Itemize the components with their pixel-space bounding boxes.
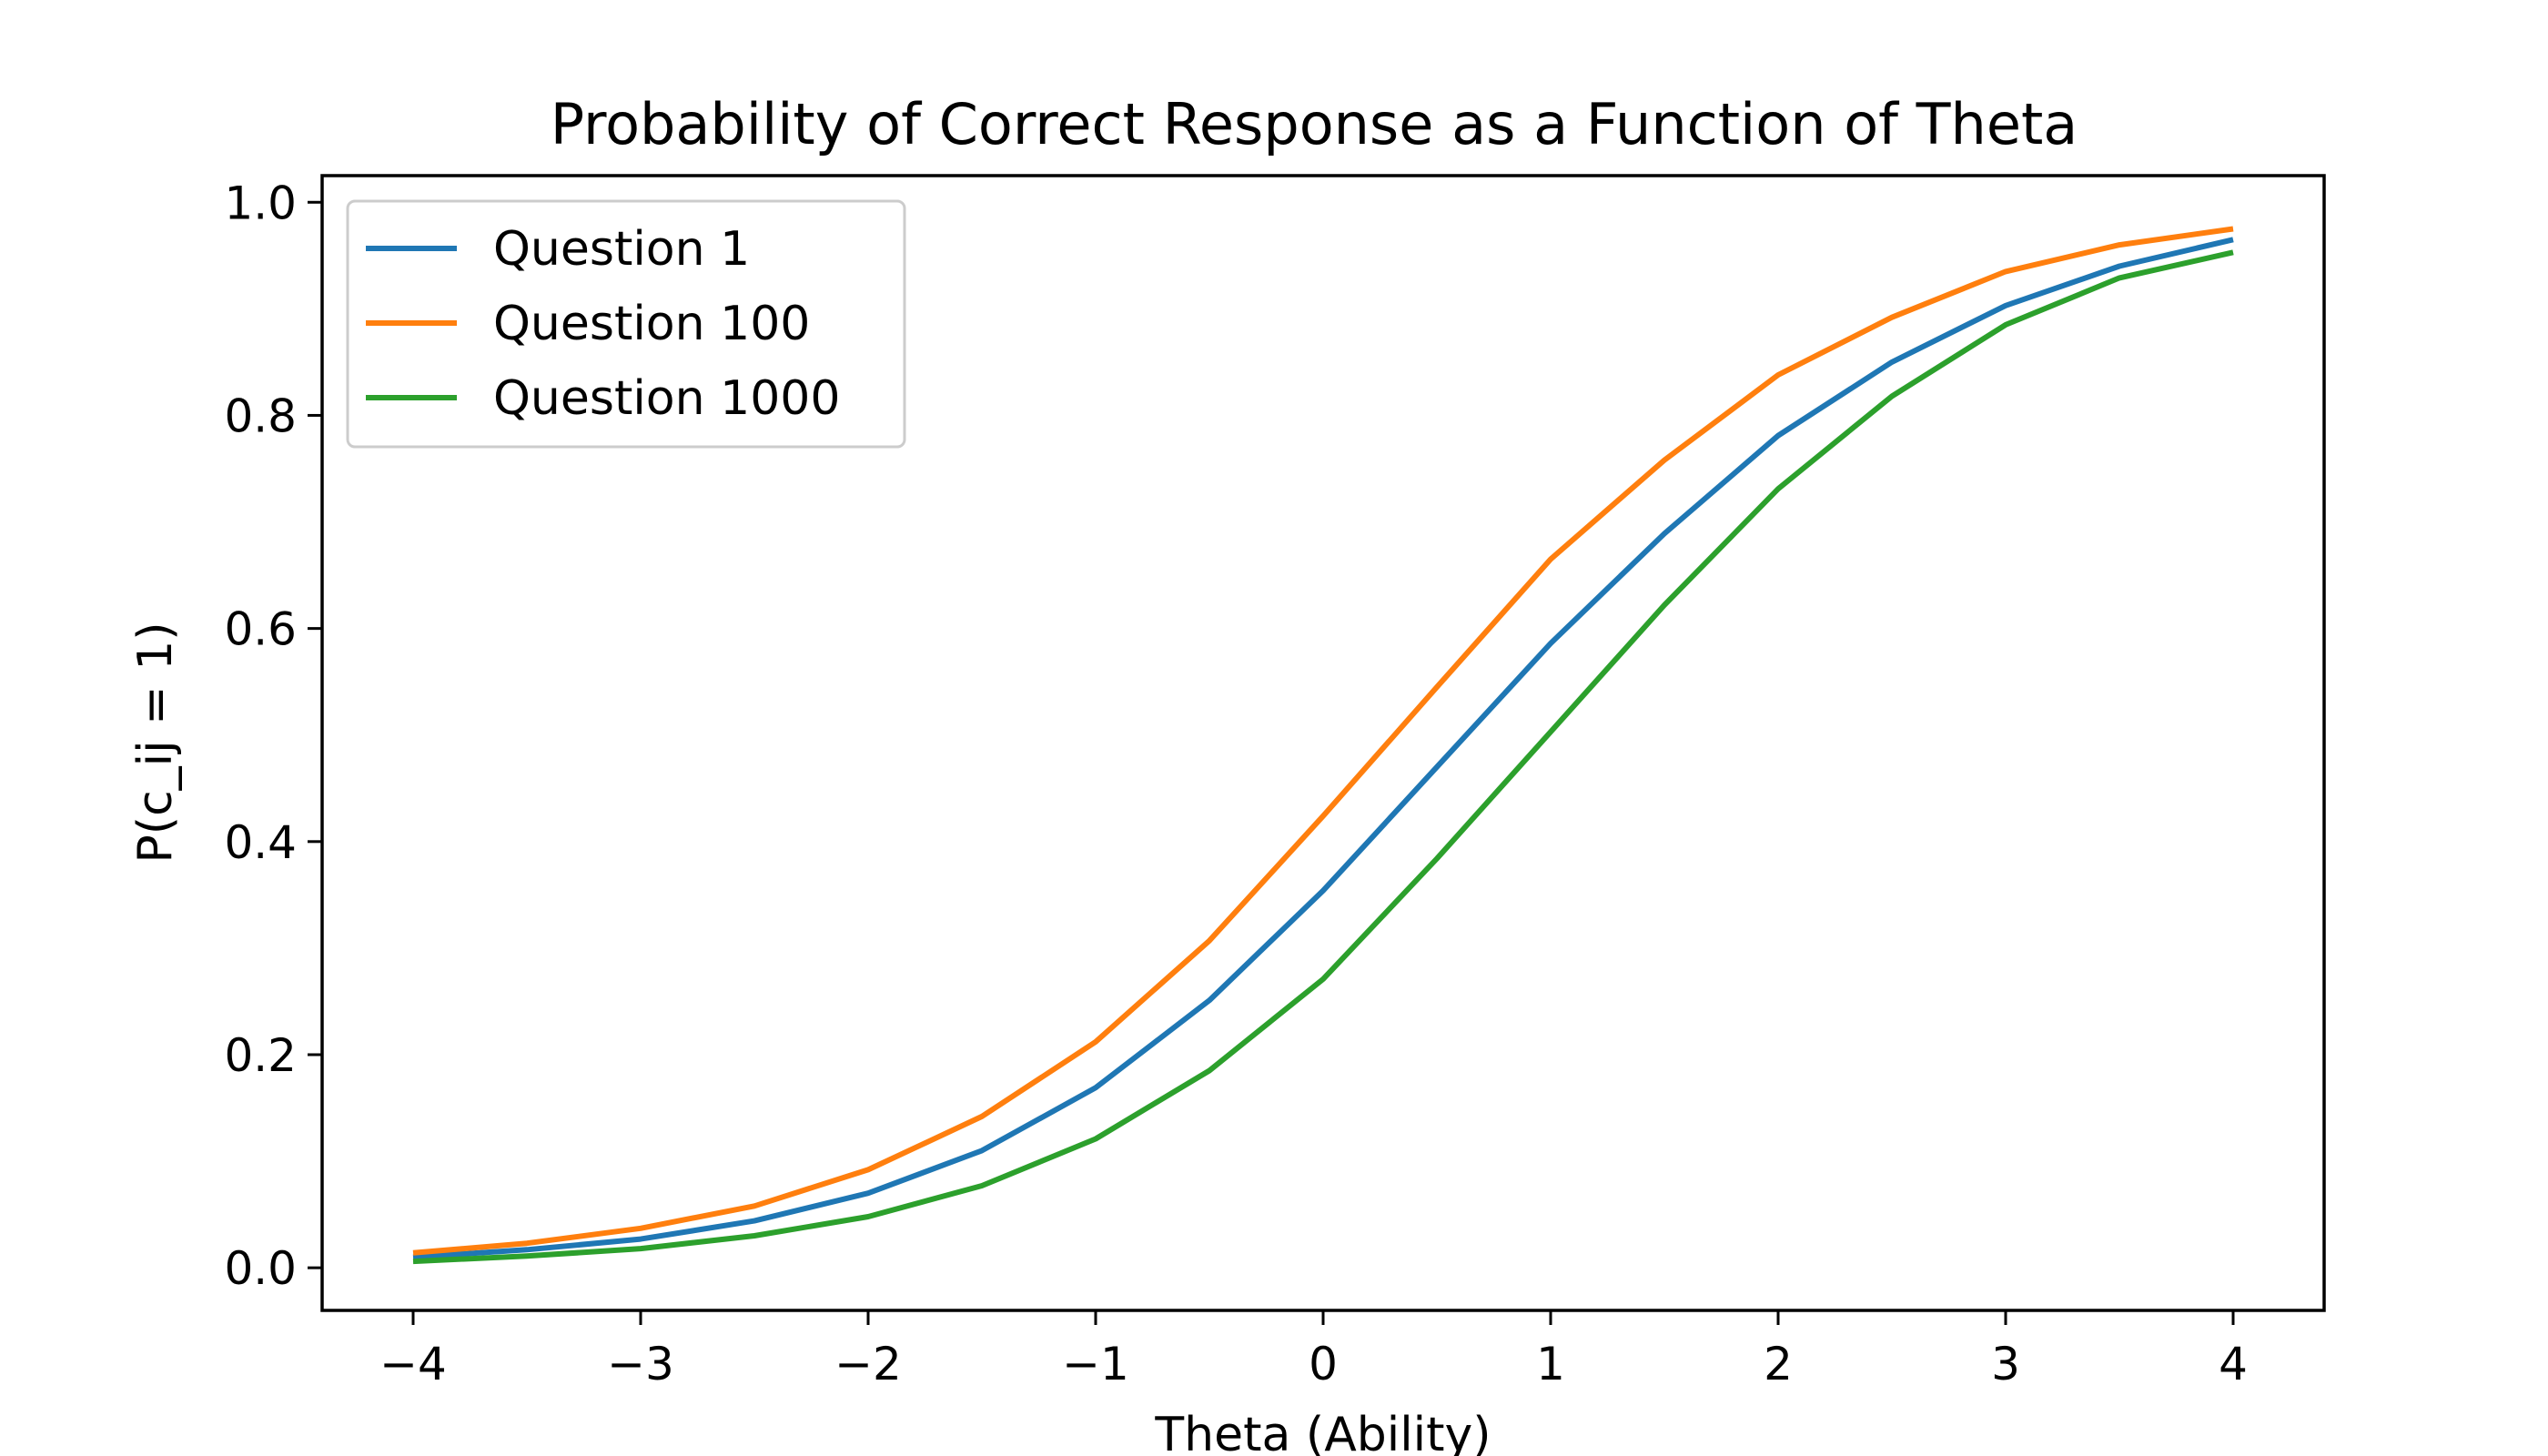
x-tick-label: 3 bbox=[1991, 1338, 2020, 1390]
y-tick-label: 0.0 bbox=[224, 1242, 297, 1295]
y-tick-label: 0.2 bbox=[224, 1029, 297, 1082]
legend: Question 1 Question 100 Question 1000 bbox=[346, 199, 906, 449]
x-tick-label: 0 bbox=[1309, 1338, 1338, 1390]
series-line-3 bbox=[412, 249, 2234, 1265]
x-axis-ticks: −4 −3 −2 −1 0 1 2 3 4 bbox=[379, 1310, 2248, 1390]
legend-box bbox=[346, 199, 906, 449]
chart-title: Probability of Correct Response as a Fun… bbox=[551, 91, 2078, 157]
x-axis-label: Theta (Ability) bbox=[1154, 1408, 1491, 1456]
x-tick-label: 4 bbox=[2219, 1338, 2248, 1390]
x-tick-label: −2 bbox=[834, 1338, 902, 1390]
series-line-2 bbox=[412, 226, 2234, 1256]
x-tick-label: 1 bbox=[1536, 1338, 1565, 1390]
plot-frame bbox=[320, 174, 2326, 1312]
y-tick-label: 0.4 bbox=[224, 816, 297, 869]
legend-label: Question 1 bbox=[493, 222, 750, 277]
x-tick-label: −1 bbox=[1062, 1338, 1129, 1390]
x-tick-label: 2 bbox=[1764, 1338, 1793, 1390]
legend-label: Question 100 bbox=[493, 297, 810, 351]
series-line-1 bbox=[412, 237, 2234, 1260]
x-tick-label: −3 bbox=[607, 1338, 674, 1390]
x-tick-label: −4 bbox=[379, 1338, 447, 1390]
y-axis-label: P(c_ij = 1) bbox=[128, 622, 183, 863]
series-layer bbox=[412, 226, 2234, 1265]
y-axis-ticks: 0.0 0.2 0.4 0.6 0.8 1.0 bbox=[224, 177, 322, 1295]
legend-label: Question 1000 bbox=[493, 371, 840, 426]
y-tick-label: 1.0 bbox=[224, 177, 297, 229]
y-tick-label: 0.8 bbox=[224, 389, 297, 442]
y-tick-label: 0.6 bbox=[224, 603, 297, 656]
